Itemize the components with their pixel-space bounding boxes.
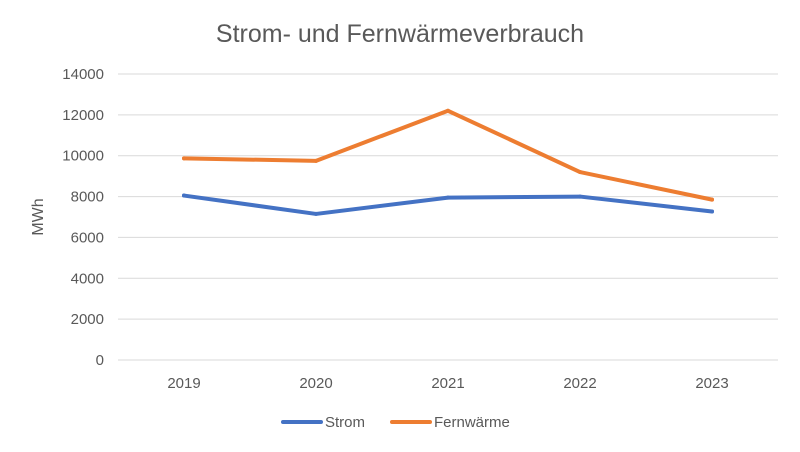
y-tick-label: 6000 bbox=[71, 229, 104, 246]
series-lines bbox=[182, 108, 714, 216]
y-tick-label: 2000 bbox=[71, 311, 104, 328]
data-point bbox=[446, 195, 450, 200]
y-axis-ticks: 0 2000 4000 6000 8000 10000 12000 14000 bbox=[62, 66, 104, 369]
data-point bbox=[182, 156, 186, 161]
data-point bbox=[710, 209, 714, 214]
x-axis-ticks: 2019 2020 2021 2022 2023 bbox=[167, 375, 728, 392]
legend-label: Strom bbox=[325, 414, 365, 431]
chart-title: Strom- und Fernwärmeverbrauch bbox=[216, 20, 584, 48]
data-point bbox=[446, 108, 450, 113]
legend-label: Fernwärme bbox=[434, 414, 510, 431]
x-tick-label: 2022 bbox=[563, 375, 596, 392]
y-axis-title: MWh bbox=[30, 198, 47, 235]
x-tick-label: 2019 bbox=[167, 375, 200, 392]
data-point bbox=[314, 158, 318, 163]
data-point bbox=[578, 170, 582, 175]
y-tick-label: 0 bbox=[96, 352, 104, 369]
data-point bbox=[314, 211, 318, 216]
data-point bbox=[182, 193, 186, 198]
y-tick-label: 14000 bbox=[62, 66, 104, 83]
y-tick-label: 8000 bbox=[71, 189, 104, 206]
y-tick-label: 12000 bbox=[62, 107, 104, 124]
series-line-fernwärme bbox=[182, 108, 714, 202]
y-tick-label: 4000 bbox=[71, 270, 104, 287]
data-point bbox=[710, 197, 714, 202]
gridlines bbox=[118, 73, 778, 361]
x-tick-label: 2020 bbox=[299, 375, 332, 392]
x-tick-label: 2023 bbox=[695, 375, 728, 392]
x-tick-label: 2021 bbox=[431, 375, 464, 392]
legend: Strom Fernwärme bbox=[281, 414, 510, 431]
y-tick-label: 10000 bbox=[62, 148, 104, 165]
data-point bbox=[578, 194, 582, 199]
